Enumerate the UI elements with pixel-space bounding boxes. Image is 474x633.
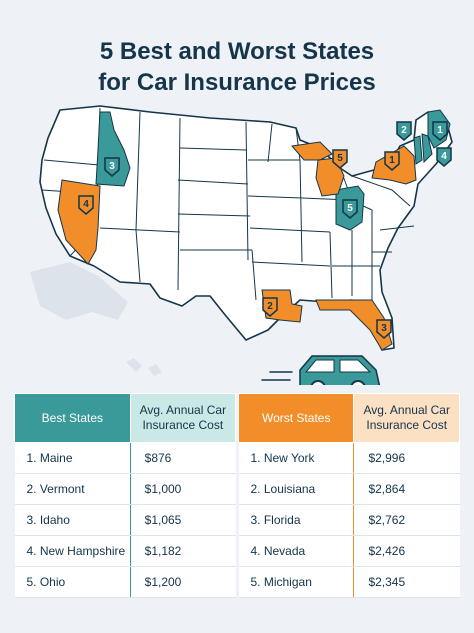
worst-header-cost-line2: Insurance Cost — [366, 418, 448, 432]
table-row: 3. Idaho $1,065 — [14, 504, 236, 536]
marker-badge — [342, 199, 358, 219]
state-new-hampshire — [421, 133, 433, 164]
alaska-shape — [30, 262, 128, 320]
us-map: 1 2 3 4 5 1 2 3 4 5 — [30, 105, 453, 385]
worst-state-cost: $2,762 — [353, 504, 460, 536]
map-markers: 1 2 3 4 5 1 2 3 4 5 — [78, 121, 452, 339]
marker-best-1: 1 — [432, 121, 448, 141]
best-state-cost: $1,182 — [130, 535, 236, 567]
worst-state-name: 2. Louisiana — [238, 473, 355, 505]
marker-badge — [104, 157, 120, 177]
table-row: 1. New York $2,996 — [238, 442, 460, 474]
marker-worst-1: 1 — [384, 151, 400, 171]
worst-state-cost: $2,345 — [353, 566, 460, 598]
marker-rank-label: 1 — [389, 155, 395, 166]
best-header-state: Best States — [14, 393, 131, 443]
marker-best-5: 5 — [342, 199, 358, 219]
worst-header-state: Worst States — [237, 393, 355, 443]
best-header-cost: Avg. Annual Car Insurance Cost — [129, 393, 237, 443]
best-state-name: 5. Ohio — [14, 566, 131, 598]
marker-rank-label: 5 — [337, 153, 343, 164]
table-row: 4. New Hampshire $1,182 — [14, 535, 236, 567]
marker-badge — [262, 297, 278, 317]
marker-worst-3: 3 — [376, 319, 392, 339]
worst-header-cost-line1: Avg. Annual Car — [363, 403, 450, 417]
worst-state-cost: $2,864 — [353, 473, 460, 505]
worst-state-name: 1. New York — [238, 442, 355, 474]
marker-worst-2: 2 — [262, 297, 278, 317]
marker-worst-5: 5 — [332, 149, 348, 169]
best-state-name: 4. New Hampshire — [14, 535, 131, 567]
state-florida — [315, 299, 393, 351]
marker-rank-label: 2 — [267, 301, 273, 312]
state-vermont — [413, 135, 423, 165]
best-state-name: 1. Maine — [14, 442, 131, 474]
marker-rank-label: 3 — [381, 323, 387, 334]
marker-badge — [384, 151, 400, 171]
best-state-name: 3. Idaho — [14, 504, 131, 536]
marker-best-3: 3 — [104, 157, 120, 177]
title-line-1: 5 Best and Worst States — [99, 38, 375, 65]
best-state-cost: $1,065 — [130, 504, 236, 536]
best-state-cost: $1,000 — [130, 473, 236, 505]
worst-state-cost: $2,426 — [353, 535, 460, 567]
worst-state-cost: $2,996 — [353, 442, 460, 474]
state-nevada — [57, 179, 101, 265]
table-row: 2. Louisiana $2,864 — [238, 473, 460, 505]
best-state-cost: $876 — [130, 442, 236, 474]
mainland-outline — [39, 105, 453, 351]
marker-rank-label: 1 — [437, 125, 443, 136]
marker-rank-label: 4 — [83, 199, 89, 210]
marker-rank-label: 5 — [347, 203, 353, 214]
best-state-name: 2. Vermont — [14, 473, 131, 505]
marker-rank-label: 3 — [109, 161, 115, 172]
marker-badge — [332, 149, 348, 169]
marker-best-4: 4 — [436, 147, 452, 167]
best-header-cost-line2: Insurance Cost — [142, 418, 224, 432]
marker-rank-label: 4 — [441, 151, 447, 162]
worst-states-table: Worst States Avg. Annual Car Insurance C… — [237, 393, 460, 598]
worst-state-name: 5. Michigan — [238, 566, 355, 598]
marker-badge — [432, 121, 448, 141]
worst-state-name: 4. Nevada — [238, 535, 355, 567]
marker-badge — [396, 121, 412, 141]
page-title: 5 Best and Worst States for Car Insuranc… — [0, 36, 474, 98]
worst-state-name: 3. Florida — [238, 504, 355, 536]
table-row: 2. Vermont $1,000 — [14, 473, 236, 505]
car-icon — [261, 355, 381, 385]
marker-rank-label: 2 — [401, 125, 407, 136]
hawaii-shape — [126, 358, 162, 376]
table-row: 3. Florida $2,762 — [238, 504, 460, 536]
table-row: 1. Maine $876 — [14, 442, 236, 474]
best-states-table: Best States Avg. Annual Car Insurance Co… — [14, 393, 237, 598]
worst-header-cost: Avg. Annual Car Insurance Cost — [353, 393, 460, 443]
title-line-2: for Car Insurance Prices — [98, 69, 376, 96]
marker-badge — [436, 147, 452, 167]
table-row: 4. Nevada $2,426 — [238, 535, 460, 567]
table-row: 5. Michigan $2,345 — [238, 566, 460, 598]
marker-worst-4: 4 — [78, 195, 94, 215]
marker-best-2: 2 — [396, 121, 412, 141]
table-row: 5. Ohio $1,200 — [14, 566, 236, 598]
marker-badge — [78, 195, 94, 215]
marker-badge — [376, 319, 392, 339]
best-header-cost-line1: Avg. Annual Car — [139, 403, 227, 417]
best-state-cost: $1,200 — [130, 566, 236, 598]
